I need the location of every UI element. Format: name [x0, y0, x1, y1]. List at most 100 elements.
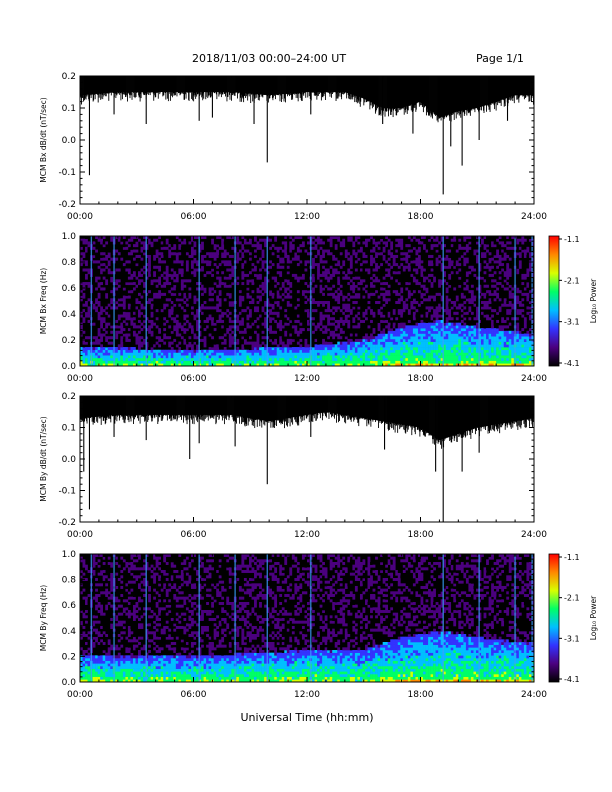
heatmap-cell [100, 319, 103, 323]
heatmap-cell [279, 287, 283, 291]
heatmap-cell [334, 298, 338, 302]
heatmap-cell [344, 254, 348, 258]
heatmap-cell [130, 306, 134, 310]
heatmap-cell [405, 344, 409, 348]
heatmap-cell [375, 349, 378, 353]
heatmap-cell [392, 257, 396, 261]
heatmap-cell [110, 352, 114, 356]
heatmap-cell [407, 344, 411, 348]
heatmap-cell [221, 244, 225, 248]
heatmap-cell [173, 317, 177, 321]
heatmap-cell [284, 244, 288, 248]
heatmap-cell [392, 336, 396, 340]
heatmap-cell [327, 347, 330, 351]
heatmap-cell [417, 265, 421, 269]
heatmap-cell [92, 363, 96, 367]
heatmap-cell [420, 363, 424, 367]
heatmap-cell [226, 309, 230, 313]
heatmap-cell [349, 263, 353, 267]
heatmap-cell [236, 236, 240, 240]
heatmap-cell [175, 314, 179, 318]
x-tick-label: 18:00 [408, 212, 434, 222]
y-tick-label: 0.1 [62, 104, 76, 114]
heatmap-cell [377, 284, 381, 288]
heatmap-cell [122, 298, 126, 302]
heatmap-cell [286, 279, 290, 283]
heatmap-cell [125, 363, 129, 367]
heatmap-cell [334, 347, 338, 351]
heatmap-cell [349, 244, 353, 248]
heatmap-cell [314, 273, 318, 277]
heatmap-cell [435, 319, 439, 323]
heatmap-cell [160, 338, 164, 342]
heatmap-cell [213, 244, 217, 248]
heatmap-cell [380, 347, 383, 351]
heatmap-cell [122, 330, 126, 334]
heatmap-cell [349, 279, 353, 283]
heatmap-cell [453, 303, 457, 307]
heatmap-cell [115, 336, 119, 340]
heatmap-cell [296, 341, 300, 345]
heatmap-cell [228, 336, 232, 340]
heatmap-cell [392, 363, 396, 367]
heatmap-cell [382, 338, 386, 342]
heatmap-cell [271, 311, 275, 315]
heatmap-cell [173, 355, 177, 359]
heatmap-cell [380, 330, 383, 334]
heatmap-cell [231, 363, 235, 367]
heatmap-cell [433, 336, 436, 340]
heatmap-cell [216, 298, 220, 302]
heatmap-cell [256, 284, 260, 288]
heatmap-cell [286, 265, 290, 269]
heatmap-cell [120, 241, 124, 245]
heatmap-cell [402, 265, 406, 269]
heatmap-cell [440, 257, 444, 261]
heatmap-cell [400, 330, 404, 334]
heatmap-cell [430, 260, 434, 264]
heatmap-cell [322, 347, 325, 351]
heatmap-cell [428, 347, 431, 351]
heatmap-cell [190, 236, 194, 240]
heatmap-cell [173, 284, 177, 288]
heatmap-cell [216, 303, 220, 307]
heatmap-cell [266, 298, 270, 302]
heatmap-cell [80, 298, 83, 302]
heatmap-cell [120, 303, 124, 307]
heatmap-cell [208, 292, 212, 296]
heatmap-cell [226, 292, 230, 296]
heatmap-cell [375, 263, 378, 267]
heatmap-cell [107, 268, 111, 272]
heatmap-cell [100, 360, 103, 364]
heatmap-cell [385, 349, 389, 353]
heatmap-cell [314, 363, 318, 367]
heatmap-cell [148, 268, 151, 272]
heatmap-cell [428, 309, 431, 313]
heatmap-cell [266, 301, 270, 305]
heatmap-cell [82, 303, 86, 307]
heatmap-cell [264, 287, 267, 291]
heatmap-cell [412, 355, 416, 359]
heatmap-cell [180, 349, 184, 353]
heatmap-cell [105, 357, 109, 361]
heatmap-cell [243, 249, 247, 253]
heatmap-cell [317, 273, 320, 277]
heatmap-cell [165, 298, 169, 302]
heatmap-cell [352, 282, 356, 286]
heatmap-cell [140, 268, 144, 272]
heatmap-cell [352, 330, 356, 334]
heatmap-cell [236, 306, 240, 310]
heatmap-cell [211, 344, 214, 348]
heatmap-cell [188, 357, 192, 361]
heatmap-cell [115, 287, 119, 291]
heatmap-cell [148, 271, 151, 275]
heatmap-cell [143, 249, 146, 253]
heatmap-cell [400, 309, 404, 313]
heatmap-cell [211, 336, 214, 340]
heatmap-cell [400, 295, 404, 299]
heatmap-cell [85, 273, 88, 277]
heatmap-cell [372, 241, 376, 245]
heatmap-cell [236, 349, 240, 353]
heatmap-cell [445, 325, 449, 329]
heatmap-cell [92, 360, 96, 364]
heatmap-cell [170, 311, 174, 315]
